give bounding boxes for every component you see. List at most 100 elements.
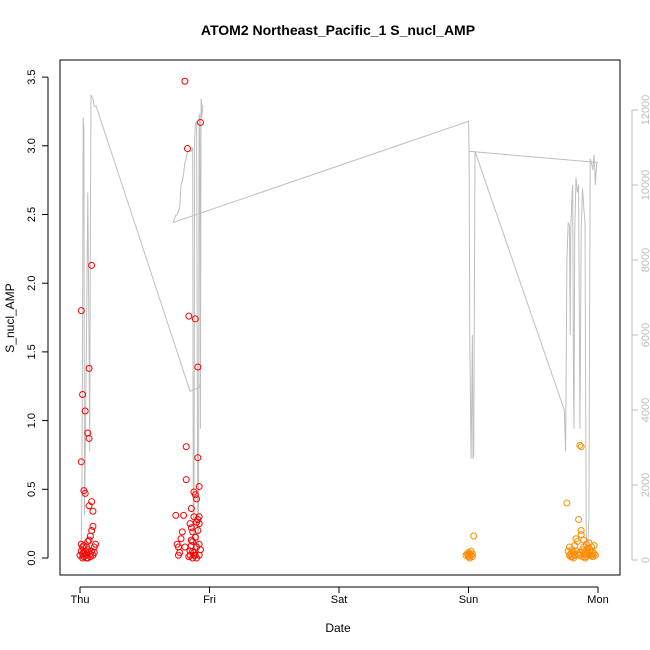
- x-tick-label: Sat: [331, 594, 348, 606]
- series-line: [79, 94, 599, 561]
- y2-tick-label: 4000: [640, 398, 650, 422]
- data-point: [185, 312, 193, 320]
- y2-tick-label: 12000: [640, 95, 650, 126]
- data-point: [187, 536, 195, 544]
- y2-tick-label: 0: [640, 557, 650, 563]
- data-point: [77, 307, 85, 315]
- y-tick-label: 3.5: [26, 69, 38, 84]
- data-point: [191, 491, 199, 499]
- data-point: [465, 551, 472, 559]
- y-axis-label: S_nucl_AMP: [3, 283, 17, 352]
- data-point: [193, 554, 201, 562]
- data-point: [576, 551, 584, 559]
- data-point: [84, 538, 92, 546]
- data-point: [467, 551, 475, 559]
- data-point: [590, 542, 598, 550]
- y-tick-label: 1.0: [26, 413, 38, 428]
- data-point: [88, 527, 96, 535]
- data-point: [185, 553, 193, 561]
- right-y-axis: 0 2000 4000 6000 8000 10000 12000: [631, 95, 650, 563]
- data-point: [80, 542, 88, 550]
- data-point: [193, 495, 201, 503]
- data-point: [572, 535, 580, 543]
- data-point: [177, 535, 185, 543]
- data-point: [195, 483, 203, 491]
- y2-tick-label: 2000: [640, 473, 650, 497]
- data-point: [580, 536, 588, 544]
- data-point: [85, 536, 93, 544]
- data-point: [85, 434, 93, 442]
- data-point: [470, 532, 478, 540]
- data-point: [576, 441, 584, 449]
- data-point: [187, 524, 195, 532]
- data-point: [88, 498, 96, 506]
- y-tick-label: 0.0: [26, 550, 38, 565]
- data-point: [585, 539, 593, 547]
- data-point: [79, 543, 87, 551]
- data-point: [85, 364, 93, 372]
- data-point: [577, 527, 585, 535]
- data-point: [190, 513, 198, 521]
- x-tick-label: Mon: [587, 594, 608, 606]
- data-point: [191, 315, 199, 323]
- data-point: [194, 527, 202, 535]
- data-point: [195, 520, 203, 528]
- data-point: [82, 554, 90, 562]
- data-point: [181, 77, 189, 85]
- data-point: [182, 476, 190, 484]
- data-point: [178, 528, 186, 536]
- data-point: [92, 540, 100, 548]
- x-tick-label: Thu: [71, 594, 90, 606]
- data-point: [195, 540, 203, 548]
- data-point: [563, 499, 571, 507]
- x-axis-label: Date: [325, 621, 351, 635]
- data-point: [189, 528, 197, 536]
- chart-title: ATOM2 Northeast_Pacific_1 S_nucl_AMP: [201, 22, 475, 38]
- data-point: [172, 511, 180, 519]
- data-point: [575, 516, 583, 524]
- points-layer: [76, 77, 599, 562]
- data-point: [77, 458, 85, 466]
- data-point: [81, 407, 89, 415]
- data-point: [79, 390, 87, 398]
- x-axis: Thu Fri Sat Sun Mon: [71, 586, 609, 606]
- data-point: [183, 145, 191, 153]
- data-point: [590, 550, 598, 558]
- data-point: [187, 505, 195, 513]
- y2-tick-label: 10000: [640, 170, 650, 201]
- data-point: [567, 553, 575, 561]
- data-point: [81, 489, 89, 497]
- data-point: [591, 551, 599, 559]
- x-tick-label: Sun: [459, 594, 479, 606]
- left-y-axis: 0.0 0.5 1.0 1.5 2.0 2.5 3.0 3.5: [26, 69, 49, 566]
- plot-frame: [59, 59, 621, 576]
- data-point: [182, 443, 190, 451]
- y-tick-label: 1.5: [26, 344, 38, 359]
- data-point: [577, 531, 585, 539]
- line-series-layer: [79, 94, 599, 561]
- data-point: [581, 554, 589, 562]
- data-point: [186, 520, 194, 528]
- data-point: [196, 118, 204, 126]
- y-tick-label: 2.5: [26, 207, 38, 222]
- data-point: [89, 507, 97, 515]
- y-tick-label: 3.0: [26, 138, 38, 153]
- data-point: [180, 511, 188, 519]
- data-point: [468, 550, 476, 558]
- data-point: [176, 549, 184, 557]
- data-point: [194, 454, 202, 462]
- data-point: [88, 261, 96, 269]
- data-point: [577, 443, 585, 451]
- data-point: [89, 522, 97, 530]
- x-tick-label: Fri: [203, 594, 216, 606]
- data-point: [89, 551, 97, 559]
- y-tick-label: 2.0: [26, 276, 38, 291]
- data-point: [468, 553, 476, 561]
- y2-tick-label: 8000: [640, 248, 650, 272]
- data-point: [194, 363, 202, 371]
- y2-tick-label: 6000: [640, 323, 650, 347]
- data-point: [189, 538, 197, 546]
- y-tick-label: 0.5: [26, 482, 38, 497]
- data-point: [181, 543, 189, 551]
